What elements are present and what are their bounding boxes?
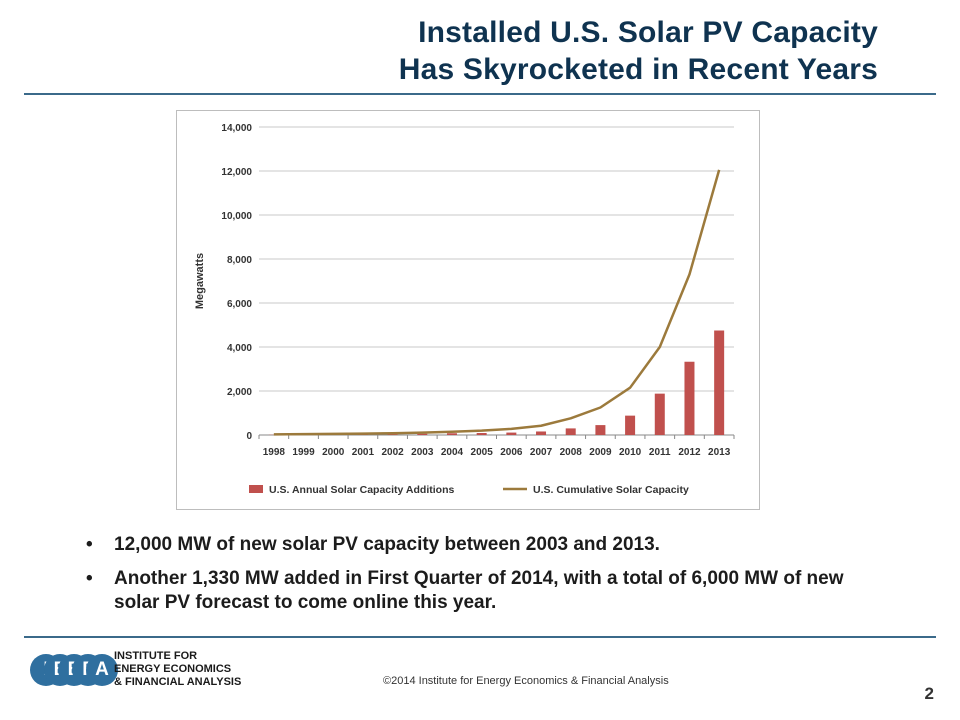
chart-frame: 0 2,000 4,000 6,000 8,000 10,000 12,000 14,000 M… — [176, 110, 760, 510]
y-tick-label: 10,000 — [221, 211, 252, 222]
bar-annual-additions — [506, 432, 517, 435]
x-tick-label: 2001 — [352, 447, 375, 458]
ieefa-logo: I E E F A INSTITUTE FOR ENERGY ECONOMICS… — [30, 648, 241, 692]
bottom-divider — [24, 636, 936, 638]
top-divider — [24, 93, 936, 95]
bullet-text: Another 1,330 MW added in First Quarter … — [114, 568, 844, 613]
legend-label-cumulative: U.S. Cumulative Solar Capacity — [533, 484, 689, 496]
x-tick-label: 1999 — [292, 447, 315, 458]
bullet-item: • Another 1,330 MW added in First Quarter… — [86, 567, 866, 615]
logo-letter: A — [86, 654, 118, 686]
solar-capacity-chart: 0 2,000 4,000 6,000 8,000 10,000 12,000 14,000 M… — [194, 123, 735, 496]
x-tick-label: 2008 — [560, 447, 583, 458]
logo-wordmark: INSTITUTE FOR ENERGY ECONOMICS & FINANCI… — [114, 650, 241, 689]
y-tick-label: 4,000 — [227, 343, 252, 354]
copyright-footer: ©2014 Institute for Energy Economics & F… — [383, 675, 669, 687]
legend-swatch-annual — [249, 485, 263, 493]
logo-line: INSTITUTE FOR — [114, 650, 198, 662]
x-tick-label: 2012 — [678, 447, 701, 458]
slide-title: Installed U.S. Solar PV Capacity Has Sky… — [399, 14, 878, 88]
y-tick-label: 6,000 — [227, 299, 252, 310]
y-tick-label: 8,000 — [227, 255, 252, 266]
x-tick-label: 2010 — [619, 447, 642, 458]
x-tick-label: 2009 — [589, 447, 612, 458]
bar-annual-additions — [654, 393, 665, 435]
bar-annual-additions — [536, 431, 547, 435]
bullet-item: • 12,000 MW of new solar PV capacity betw… — [86, 533, 866, 557]
bar-annual-additions — [446, 433, 457, 435]
bar-annual-additions — [595, 425, 606, 435]
legend-label-annual: U.S. Annual Solar Capacity Additions — [269, 484, 454, 496]
x-tick-label: 2000 — [322, 447, 345, 458]
y-tick-label: 0 — [246, 431, 252, 442]
y-tick-label: 14,000 — [221, 123, 252, 134]
page-number: 2 — [924, 684, 934, 703]
x-tick-label: 1998 — [263, 447, 286, 458]
x-tick-label: 2006 — [500, 447, 523, 458]
y-axis-label: Megawatts — [194, 253, 206, 309]
bullet-dot: • — [86, 568, 93, 589]
line-cumulative-capacity — [273, 169, 721, 436]
title-line-2: Has Skyrocketed in Recent Years — [398, 53, 878, 86]
y-tick-label: 12,000 — [221, 167, 252, 178]
bar-annual-additions — [417, 433, 428, 435]
bar-annual-additions — [476, 433, 487, 435]
logo-line: ENERGY ECONOMICS — [114, 663, 232, 675]
x-tick-label: 2005 — [471, 447, 494, 458]
bar-annual-additions — [684, 361, 695, 435]
x-tick-label: 2007 — [530, 447, 553, 458]
bullet-dot: • — [86, 534, 93, 555]
logo-line: & FINANCIAL ANALYSIS — [114, 676, 242, 688]
x-tick-label: 2011 — [649, 447, 671, 458]
x-tick-label: 2003 — [411, 447, 434, 458]
title-line-1: Installed U.S. Solar PV Capacity — [418, 16, 878, 49]
y-tick-label: 2,000 — [227, 387, 252, 398]
x-tick-label: 2002 — [381, 447, 404, 458]
x-tick-label: 2004 — [441, 447, 464, 458]
bullet-list: • 12,000 MW of new solar PV capacity betw… — [86, 533, 866, 625]
x-tick-label: 2013 — [708, 447, 731, 458]
bar-annual-additions — [625, 415, 636, 435]
bar-annual-additions — [387, 434, 398, 435]
bar-annual-additions — [565, 428, 576, 435]
bullet-text: 12,000 MW of new solar PV capacity betwe… — [114, 534, 660, 555]
bar-annual-additions — [714, 330, 725, 435]
